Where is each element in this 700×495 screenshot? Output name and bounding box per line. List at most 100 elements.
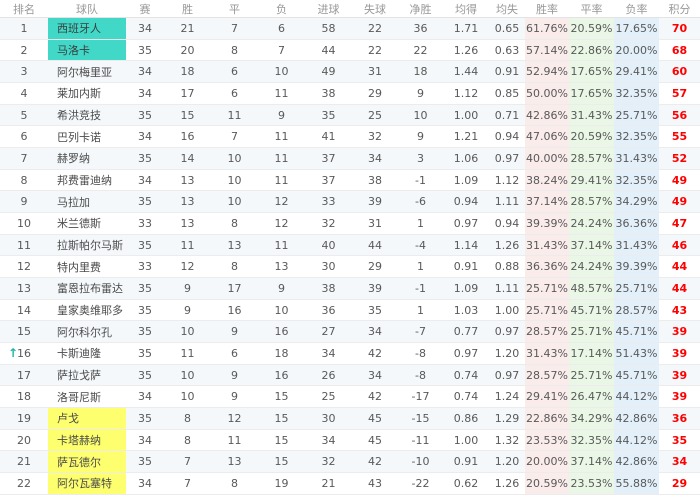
header-row: 排名 球队赛胜平负进球 失球 净胜 均得 均失 胜率 平率 负率 积分 xyxy=(0,0,700,18)
cell-avg_conceded: 0.97 xyxy=(489,320,525,344)
cell-goals_for: 37 xyxy=(305,169,352,192)
cell-team[interactable]: 富恩拉布雷达 xyxy=(48,277,126,300)
cell-goal_diff: -4 xyxy=(398,234,443,257)
cell-loss_pct: 25.71% xyxy=(614,104,659,127)
cell-loss_pct: 44.12% xyxy=(614,429,659,452)
cell-avg_conceded: 1.20 xyxy=(489,342,525,365)
cell-team[interactable]: 萨拉戈萨 xyxy=(48,364,126,387)
cell-loss: 11 xyxy=(258,125,305,149)
cell-team[interactable]: 卢戈 xyxy=(48,407,126,430)
table-row: 22 阿尔瓦塞特 34 7 8 19 21 43 -22 0.62 1.26 20.59% 23.53%… xyxy=(0,472,700,495)
table-row: 1 西班牙人 34 21 7 6 58 22 36 1.71 0.65 61.76% 20.59% 17.… xyxy=(0,17,700,40)
cell-draw: 9 xyxy=(211,385,258,409)
cell-loss_pct: 29.41% xyxy=(614,60,659,84)
cell-team[interactable]: 马洛卡 xyxy=(48,39,126,62)
cell-loss_pct: 32.35% xyxy=(614,125,659,149)
cell-played: 35 xyxy=(126,190,164,214)
cell-draw: 6 xyxy=(211,82,258,105)
cell-rank: 21 xyxy=(0,450,48,474)
cell-avg_scored: 1.14 xyxy=(443,234,489,257)
column-header-draw: 平 xyxy=(211,0,258,18)
cell-points: 39 xyxy=(659,364,700,387)
cell-draw: 13 xyxy=(211,234,258,257)
cell-win_pct: 31.43% xyxy=(525,234,569,257)
cell-loss_pct: 17.65% xyxy=(614,17,659,40)
cell-points: 35 xyxy=(659,429,700,452)
cell-win: 7 xyxy=(164,450,211,474)
cell-win_pct: 36.36% xyxy=(525,255,569,279)
cell-goals_against: 39 xyxy=(352,190,398,214)
cell-goals_against: 29 xyxy=(352,82,398,105)
cell-draw_pct: 24.24% xyxy=(569,212,614,235)
cell-team[interactable]: 阿尔瓦塞特 xyxy=(48,472,126,495)
cell-goals_for: 25 xyxy=(305,385,352,409)
cell-draw: 8 xyxy=(211,39,258,62)
cell-played: 35 xyxy=(126,299,164,322)
cell-goals_against: 31 xyxy=(352,212,398,235)
cell-goals_for: 26 xyxy=(305,364,352,387)
cell-rank: 9 xyxy=(0,190,48,214)
cell-team[interactable]: 西班牙人 xyxy=(48,17,126,40)
cell-team[interactable]: 阿尔科尔孔 xyxy=(48,320,126,344)
cell-team[interactable]: 阿尔梅里亚 xyxy=(48,60,126,84)
cell-avg_conceded: 0.94 xyxy=(489,212,525,235)
cell-team[interactable]: 邦费雷迪纳 xyxy=(48,169,126,192)
cell-draw_pct: 22.86% xyxy=(569,39,614,62)
cell-goals_for: 37 xyxy=(305,147,352,170)
cell-team[interactable]: 拉斯帕尔马斯 xyxy=(48,234,126,257)
cell-loss_pct: 20.00% xyxy=(614,39,659,62)
cell-avg_conceded: 1.00 xyxy=(489,299,525,322)
cell-goal_diff: -17 xyxy=(398,385,443,409)
cell-loss: 11 xyxy=(258,147,305,170)
cell-team[interactable]: 卡塔赫纳 xyxy=(48,429,126,452)
cell-rank: 15 xyxy=(0,320,48,344)
cell-goal_diff: -8 xyxy=(398,364,443,387)
cell-team[interactable]: 米兰德斯 xyxy=(48,212,126,235)
cell-rank: 11 xyxy=(0,234,48,257)
column-header-rank: 排名 xyxy=(0,0,48,18)
cell-played: 35 xyxy=(126,277,164,300)
cell-avg_scored: 0.74 xyxy=(443,385,489,409)
cell-draw_pct: 31.43% xyxy=(569,104,614,127)
column-header-goals_for: 进球 xyxy=(305,0,352,18)
cell-avg_scored: 0.97 xyxy=(443,342,489,365)
cell-team[interactable]: 赫罗纳 xyxy=(48,147,126,170)
cell-played: 34 xyxy=(126,385,164,409)
cell-draw: 11 xyxy=(211,429,258,452)
cell-win: 9 xyxy=(164,277,211,300)
cell-rank: 20 xyxy=(0,429,48,452)
cell-loss_pct: 32.35% xyxy=(614,82,659,105)
cell-win_pct: 40.00% xyxy=(525,147,569,170)
cell-goals_for: 33 xyxy=(305,190,352,214)
cell-team[interactable]: 卡斯迪隆 xyxy=(48,342,126,365)
cell-team[interactable]: 希洪竞技 xyxy=(48,104,126,127)
cell-team[interactable]: 萨瓦德尔 xyxy=(48,450,126,474)
cell-goals_against: 43 xyxy=(352,472,398,495)
cell-team[interactable]: 特内里费 xyxy=(48,255,126,279)
column-header-draw_pct: 平率 xyxy=(569,0,614,18)
cell-avg_scored: 1.03 xyxy=(443,299,489,322)
cell-team[interactable]: 马拉加 xyxy=(48,190,126,214)
cell-avg_scored: 1.06 xyxy=(443,147,489,170)
cell-points: 55 xyxy=(659,125,700,149)
cell-loss_pct: 28.57% xyxy=(614,299,659,322)
cell-played: 35 xyxy=(126,320,164,344)
cell-goal_diff: 9 xyxy=(398,125,443,149)
cell-team[interactable]: 巴列卡诺 xyxy=(48,125,126,149)
cell-draw: 16 xyxy=(211,299,258,322)
column-header-win_pct: 胜率 xyxy=(525,0,569,18)
cell-avg_conceded: 0.85 xyxy=(489,82,525,105)
cell-loss_pct: 42.86% xyxy=(614,450,659,474)
cell-draw: 13 xyxy=(211,450,258,474)
cell-avg_scored: 0.91 xyxy=(443,450,489,474)
cell-team[interactable]: 洛哥尼斯 xyxy=(48,385,126,409)
cell-team[interactable]: 皇家奥维耶多 xyxy=(48,299,126,322)
cell-goals_against: 22 xyxy=(352,39,398,62)
cell-avg_scored: 0.86 xyxy=(443,407,489,430)
cell-goals_for: 58 xyxy=(305,17,352,40)
cell-goal_diff: -11 xyxy=(398,429,443,452)
cell-draw_pct: 25.71% xyxy=(569,320,614,344)
cell-win: 14 xyxy=(164,147,211,170)
cell-team[interactable]: 莱加内斯 xyxy=(48,82,126,105)
